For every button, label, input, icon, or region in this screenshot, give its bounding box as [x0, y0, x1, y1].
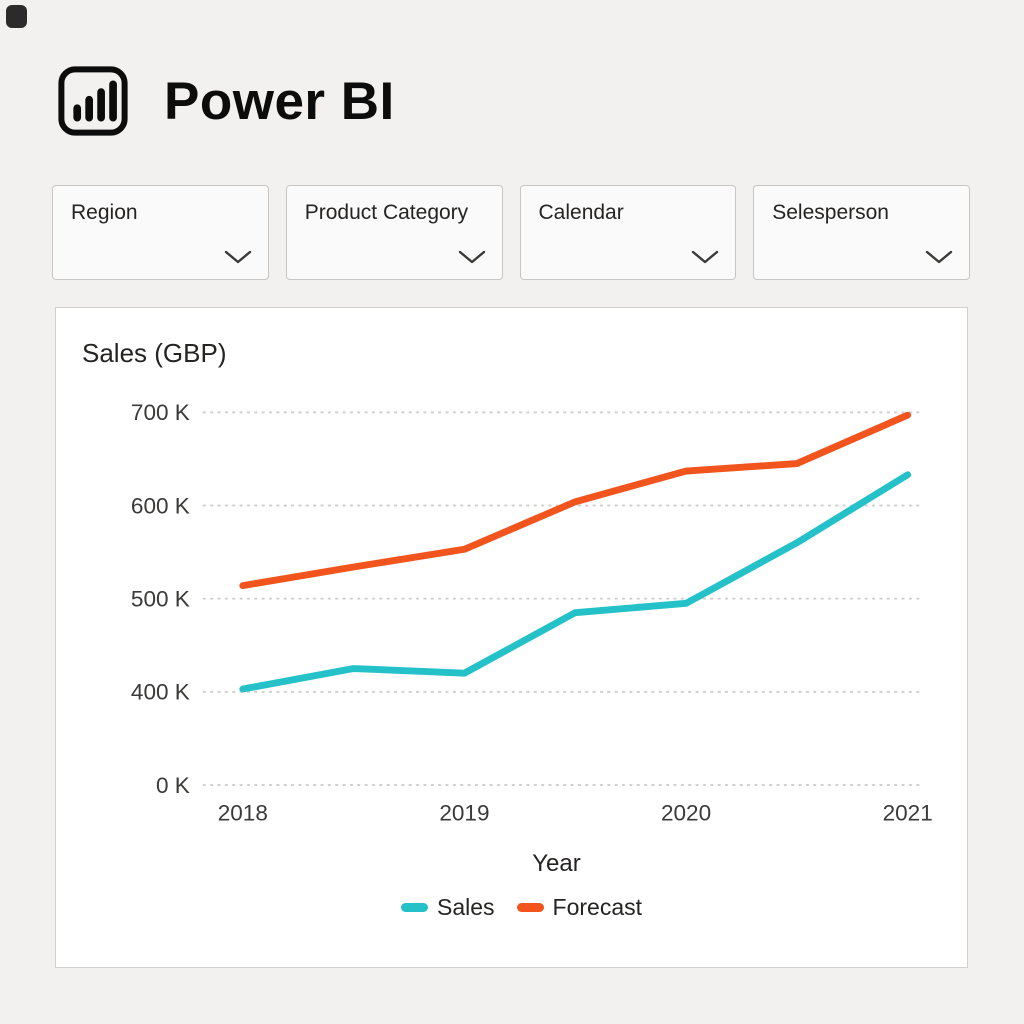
chart-legend: Sales Forecast — [80, 894, 943, 921]
legend-label: Sales — [436, 893, 495, 920]
powerbi-logo-icon — [58, 66, 128, 136]
filter-dropdown-region[interactable]: Region — [52, 185, 269, 280]
filter-label: Region — [71, 201, 138, 224]
chevron-down-icon[interactable] — [458, 250, 486, 265]
svg-text:2021: 2021 — [883, 800, 933, 825]
svg-text:2019: 2019 — [439, 800, 489, 825]
svg-text:2018: 2018 — [218, 800, 268, 825]
filter-dropdown-salesperson[interactable]: Selesperson — [753, 185, 970, 280]
chevron-down-icon[interactable] — [925, 250, 953, 265]
filter-label: Calendar — [538, 201, 624, 224]
chevron-down-icon[interactable] — [691, 250, 719, 265]
filter-label: Product Category — [304, 201, 469, 224]
legend-swatch-icon — [516, 902, 544, 912]
filter-dropdown-product-category[interactable]: Product Category — [285, 185, 503, 280]
svg-text:0 K: 0 K — [156, 773, 190, 798]
legend-label: Forecast — [552, 893, 643, 920]
sales-line-chart[interactable]: 700 K 600 K 500 K 400 K 0 K 2018 2019 2020 2021 — [80, 379, 943, 850]
legend-item-forecast[interactable]: Forecast — [516, 893, 643, 921]
series-line-forecast[interactable] — [239, 411, 912, 590]
filter-dropdown-calendar[interactable]: Calendar — [519, 185, 737, 280]
chart-title: Sales (GBP) — [82, 338, 227, 368]
corner-mark-icon — [6, 5, 27, 28]
filter-row: Region Product Category Calendar Selespe… — [52, 185, 970, 280]
brand-title: Power BI — [164, 71, 395, 131]
brand-header: Power BI — [52, 60, 395, 142]
filter-label: Selesperson — [772, 201, 889, 224]
series-line-sales[interactable] — [239, 471, 912, 693]
svg-text:2020: 2020 — [661, 800, 711, 825]
svg-text:500 K: 500 K — [131, 587, 190, 612]
svg-text:700 K: 700 K — [131, 400, 190, 425]
legend-item-sales[interactable]: Sales — [400, 893, 495, 921]
x-axis-title: Year — [532, 849, 581, 877]
svg-text:400 K: 400 K — [131, 680, 190, 705]
svg-text:600 K: 600 K — [131, 493, 190, 518]
sales-chart-card: Sales (GBP) 700 K 600 K 500 K 400 K 0 K 2018 2… — [55, 307, 968, 968]
legend-swatch-icon — [400, 902, 428, 912]
chevron-down-icon[interactable] — [224, 250, 252, 265]
